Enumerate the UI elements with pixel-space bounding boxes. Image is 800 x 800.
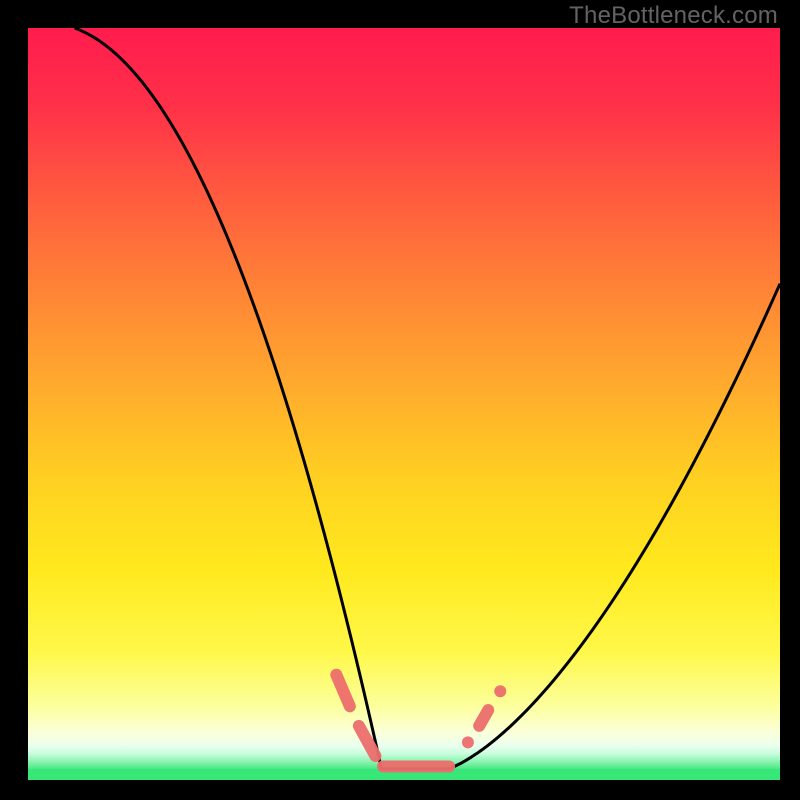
overlay-dot: [462, 736, 474, 748]
frame-bottom: [0, 780, 800, 800]
stage: TheBottleneck.com: [0, 0, 800, 800]
overlay-segment: [336, 675, 350, 707]
overlay-dot: [494, 685, 506, 697]
frame-right: [780, 0, 800, 800]
frame-left: [0, 0, 28, 800]
watermark-text: TheBottleneck.com: [569, 2, 778, 30]
plot-area: [28, 28, 780, 780]
bottleneck-curve: [28, 28, 780, 780]
curve-path: [75, 28, 780, 769]
overlay-segment: [479, 710, 488, 726]
